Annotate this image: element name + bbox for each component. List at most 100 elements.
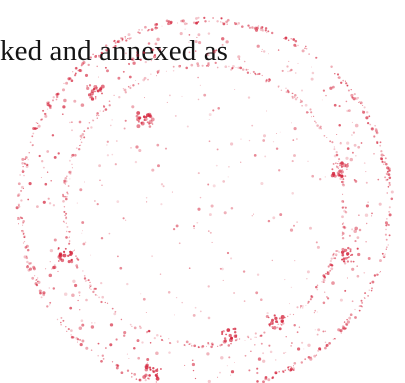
seal-ink-speck [77,258,80,261]
seal-ink-speck [181,95,183,97]
seal-ink-speck [161,25,163,27]
seal-ink-speck [381,160,384,164]
seal-ink-speck [340,170,344,174]
seal-ink-speck [308,53,310,55]
seal-ink-speck [381,252,384,255]
seal-ink-speck [207,316,211,320]
seal-ink-speck [207,183,210,186]
seal-ink-speck [65,222,67,224]
seal-ink-speck [178,242,181,245]
seal-ink-speck [46,171,49,173]
seal-ink-speck [129,85,131,87]
seal-ink-speck [41,160,44,163]
seal-ink-speck [230,342,232,345]
seal-ink-speck [283,352,285,354]
seal-ink-speck [169,342,172,345]
seal-ink-speck [245,68,248,71]
seal-ink-speck [94,96,97,98]
seal-ink-speck [385,172,389,176]
seal-ink-speck [40,176,42,179]
seal-ink-speck [388,181,391,184]
seal-ink-speck [109,323,114,327]
seal-ink-speck [342,222,345,224]
seal-ink-speck [237,66,240,70]
seal-ink-speck [325,272,327,275]
seal-ink-speck [120,318,123,321]
seal-ink-speck [264,376,268,379]
seal-ink-speck [287,91,290,94]
seal-ink-speck [185,340,189,344]
seal-ink-speck [146,330,149,333]
seal-ink-speck [264,377,268,381]
seal-ink-speck [23,232,25,235]
seal-ink-speck [234,89,236,90]
seal-ink-speck [237,55,241,59]
seal-ink-speck [346,277,348,279]
seal-ink-speck [99,86,102,88]
seal-ink-speck [363,106,366,109]
seal-ink-speck [234,327,237,330]
seal-ink-speck [306,270,310,274]
seal-ink-speck [148,374,151,377]
seal-ink-speck [238,58,241,60]
seal-ink-speck [84,181,86,183]
seal-ink-speck [52,99,54,102]
seal-ink-speck [133,373,137,376]
seal-ink-speck [345,156,349,160]
seal-ink-speck [68,170,71,174]
seal-ink-speck [222,339,227,344]
seal-ink-speck [351,228,354,231]
seal-ink-speck [368,115,371,118]
seal-ink-speck [78,326,83,331]
seal-ink-speck [340,181,343,183]
seal-ink-speck [242,270,246,273]
seal-ink-speck [20,199,23,202]
seal-ink-speck [90,254,92,256]
seal-ink-speck [330,173,335,178]
seal-ink-speck [310,295,314,299]
seal-ink-speck [275,372,278,375]
seal-ink-speck [345,163,349,168]
seal-ink-speck [289,70,291,72]
seal-ink-speck [347,257,349,259]
seal-ink-speck [168,338,170,340]
seal-ink-speck [22,187,25,190]
seal-ink-speck [122,88,124,90]
seal-ink-speck [226,251,230,255]
seal-ink-speck [259,27,263,32]
seal-ink-speck [122,217,125,220]
seal-ink-speck [322,301,326,305]
seal-ink-speck [86,127,90,130]
seal-ink-speck [340,141,342,143]
seal-ink-speck [283,37,285,40]
seal-ink-speck [118,96,121,99]
seal-ink-speck [305,45,307,48]
seal-ink-speck [188,343,191,346]
seal-ink-speck [265,79,268,82]
seal-ink-speck [60,316,63,319]
seal-ink-speck [175,296,178,299]
seal-ink-speck [93,287,96,290]
seal-ink-speck [221,331,224,334]
seal-ink-speck [126,369,130,372]
seal-ink-speck [37,124,41,128]
seal-ink-speck [79,134,83,138]
seal-ink-speck [350,93,354,97]
seal-ink-speck [240,138,242,140]
seal-ink-speck [287,369,290,371]
seal-ink-speck [287,315,289,318]
seal-ink-speck [280,324,283,326]
seal-ink-marks [15,16,394,383]
seal-ink-speck [65,180,68,183]
seal-ink-speck [300,307,302,309]
seal-ink-speck [143,97,146,99]
seal-ink-speck [374,125,376,127]
seal-ink-speck [321,99,323,101]
seal-ink-speck [333,154,337,158]
seal-ink-speck [257,357,262,361]
seal-ink-speck [275,132,277,134]
seal-ink-speck [342,201,345,203]
seal-ink-speck [383,161,386,164]
seal-ink-speck [46,103,50,107]
seal-ink-speck [68,236,70,238]
